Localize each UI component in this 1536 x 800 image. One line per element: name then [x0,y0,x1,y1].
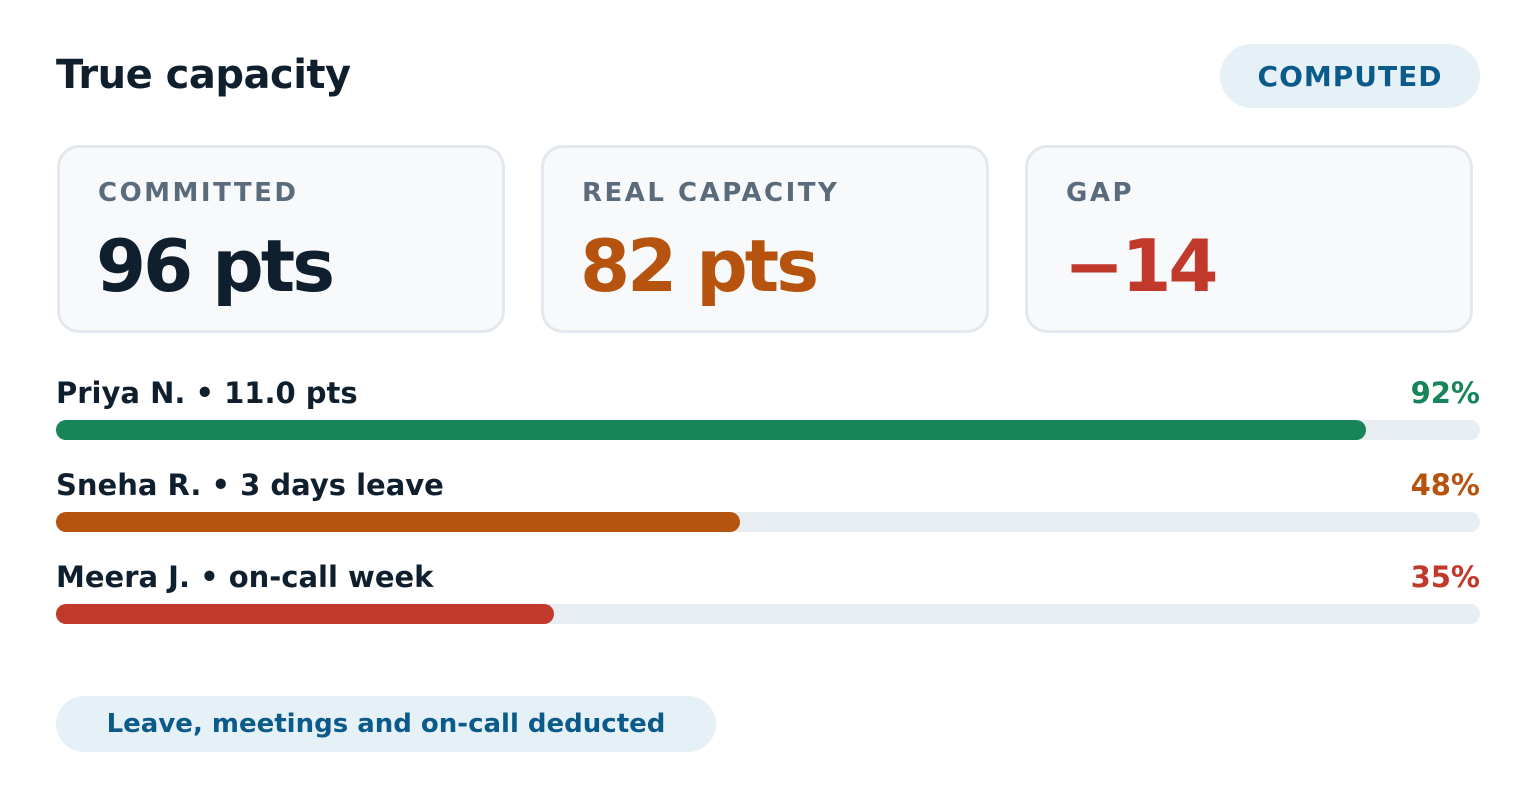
member-percent: 48% [1410,468,1480,502]
stat-label: GAP [1066,178,1135,208]
member-label: Sneha R. • 3 days leave [56,468,444,502]
member-row: Sneha R. • 3 days leave 48% [56,468,1480,538]
progress-track [56,512,1480,532]
stat-card: COMMITTED 96 pts [57,145,505,333]
stat-card: REAL CAPACITY 82 pts [541,145,989,333]
member-label: Priya N. • 11.0 pts [56,376,358,410]
title: True capacity [56,52,351,98]
member-label: Meera J. • on-call week [56,560,434,594]
stat-value: 96 pts [96,224,335,308]
member-row: Meera J. • on-call week 35% [56,560,1480,630]
status-badge: COMPUTED [1220,44,1480,108]
progress-bar [56,512,740,532]
member-percent: 35% [1410,560,1480,594]
progress-bar [56,420,1367,440]
footer-note: Leave, meetings and on-call deducted [56,696,716,752]
stat-card: GAP −14 [1025,145,1473,333]
stat-value: −14 [1064,224,1219,308]
progress-track [56,604,1480,624]
progress-bar [56,604,555,624]
stat-label: REAL CAPACITY [582,178,840,208]
member-row: Priya N. • 11.0 pts 92% [56,376,1480,446]
stat-value: 82 pts [580,224,819,308]
progress-track [56,420,1480,440]
stat-label: COMMITTED [98,178,299,208]
member-percent: 92% [1410,376,1480,410]
